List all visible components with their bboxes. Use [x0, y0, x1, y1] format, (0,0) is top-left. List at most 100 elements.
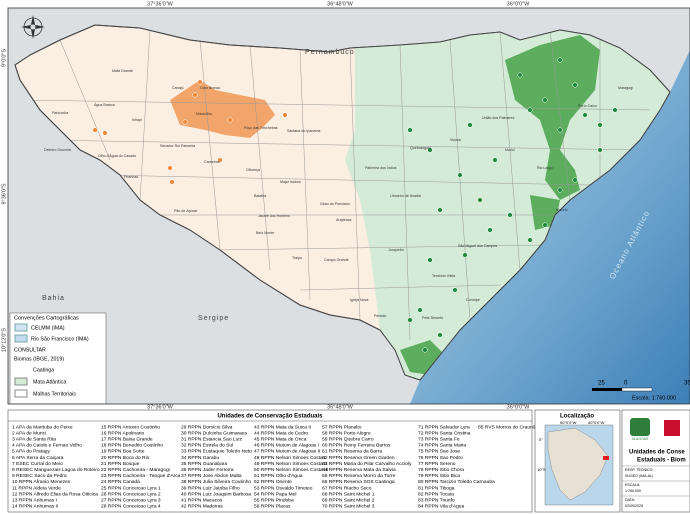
unit-entry: 30 RPPN Dulcinha Guimaraes	[181, 430, 248, 436]
pin	[422, 347, 428, 353]
pin	[527, 237, 533, 243]
municipal-boundaries	[19, 29, 651, 341]
scale-label: 0	[624, 381, 628, 387]
unit-entry: 58 RPPN Porto Alegre	[322, 430, 371, 436]
lon-label: 37°36'0"W	[147, 1, 173, 7]
units-table: Unidades de Conservação Estaduais 1 APA …	[7, 409, 536, 513]
boundary	[349, 47, 361, 321]
unit-entry: 1 APA da Marituba do Peixe	[12, 424, 73, 430]
municipality-label: Pariconha	[52, 111, 68, 115]
unit-entry: 49 RPPN Nelson Simoes Costa II	[254, 461, 327, 467]
pin	[217, 157, 223, 163]
municipality-label: Girau do Ponciano	[320, 202, 350, 206]
lat-label: 9°0'0"S	[1, 49, 7, 67]
unit-entry: 9 RESEC Saco da Pedra	[12, 473, 67, 479]
unit-entry: 32 RPPN Estrela do Sul	[181, 443, 233, 449]
unit-entry: 35 RPPN Guanabara	[181, 461, 227, 467]
unit-entry: 2 APA de Murici	[12, 430, 46, 436]
municipality-label: União dos Palmares	[482, 116, 515, 120]
pin	[542, 222, 548, 228]
municipality-label: Olho d'Água do Casado	[98, 154, 136, 158]
unit-entry: 26 RPPN Conceicao Lyra 2	[101, 491, 161, 497]
pin	[557, 127, 563, 133]
title: Estaduais - Biom	[637, 458, 686, 464]
municipality-label: Campo Grande	[324, 258, 349, 262]
legend-item: Rio São Francisco (IMA)	[31, 336, 89, 342]
pin	[227, 117, 233, 123]
pin	[572, 82, 578, 88]
unit-entry: 24 RPPN Canadá	[101, 479, 140, 485]
region-label: Sergipe	[198, 315, 229, 322]
unit-entry: 85 RVS Morros do Craunã	[478, 424, 536, 430]
unit-entry: 14 RPPN Anhumas II	[12, 504, 58, 510]
unit-entry: 62 RPPN Reserva Green Garden	[322, 455, 395, 461]
unit-entry: 76 RPPN Sao Pedro	[418, 455, 463, 461]
unit-entry: 69 RPPN Saint Michel 2	[322, 497, 375, 503]
legend-item: Mata Atlântica	[33, 379, 66, 385]
unit-entry: 47 RPPN Mutum de Alagoas II	[254, 449, 320, 455]
title: Unidades de Conse	[629, 450, 685, 456]
unit-entry: 8 RESEC Manguezais Lagoa do Roteiro	[12, 467, 100, 473]
unit-entry: 31 RPPN Estancia Sao Luiz	[181, 436, 242, 442]
title-block: ALAGOAS Unidades de Conse Estaduais - Bi…	[621, 409, 690, 513]
municipality-label: Arapiraca	[336, 218, 351, 222]
unit-entry: 66 RPPN Reserva SOS Caatinga	[322, 479, 395, 485]
pin	[407, 317, 413, 323]
municipality-label: Palmeira dos Índios	[365, 166, 397, 170]
scale-label: 35	[684, 381, 690, 387]
field-value: 1:760.000	[625, 489, 641, 493]
pin	[437, 332, 443, 338]
unit-entry: 56 RPPN Placas	[254, 504, 291, 510]
unit-entry: 27 RPPN Conceicao Lyra 3	[101, 497, 161, 503]
lat-label: 9°36'0"S	[1, 183, 7, 204]
municipality-label: Major Isidoro	[280, 180, 301, 184]
pin	[197, 79, 203, 85]
unit-entry: 65 RPPN Reserva Morro da Torre	[322, 473, 396, 479]
municipality-label: Ouro Branco	[200, 86, 220, 90]
unit-entry: 55 RPPN Pindoba	[254, 497, 294, 503]
unit-entry: 80 RPPN Tarcizio Toledo Carnauba	[418, 479, 495, 485]
unit-entry: 61 RPPN Reserva da Barra	[322, 449, 382, 455]
ocean	[410, 50, 690, 404]
unit-entry: 12 RPPN Alfredo Elias da Rosa Oiticica	[12, 491, 98, 497]
municipality-label: Mata Grande	[112, 69, 133, 73]
legend-item: Biomas (IBGE, 2019)	[14, 356, 64, 362]
pin	[427, 147, 433, 153]
unit-entry: 59 RPPN Quebra Carro	[322, 436, 374, 442]
boundary	[249, 44, 271, 271]
unit-entry: 16 RPPN Apolinario	[101, 430, 145, 436]
municipality-label: Água Branca	[94, 103, 115, 107]
lon-label: 36°48'0"W	[327, 1, 353, 7]
municipality-label: Viçosa	[450, 138, 461, 142]
pin	[542, 97, 548, 103]
municipality-label: Penedo	[374, 314, 386, 318]
legend-item: Malhas Territoriais	[33, 391, 76, 397]
scale-bar: 25 0 35 Escala: 1:760.000	[592, 381, 690, 401]
municipality-label: Belo Monte	[256, 231, 274, 235]
pin	[507, 212, 513, 218]
municipality-label: Limoeiro de Anadia	[390, 194, 421, 198]
unit-entry: 5 APA do Pratagy	[12, 449, 51, 455]
municipality-label: Teotônio Vilela	[432, 274, 455, 278]
unit-entry: 28 RPPN Conceicao Lyra 4	[101, 504, 161, 510]
boundary	[449, 39, 471, 321]
municipality-label: Pão de Açúcar	[174, 209, 198, 213]
scale-text: Escala: 1:760.000	[632, 395, 676, 401]
unit-entry: 41 RPPN Macacos	[181, 497, 223, 503]
unit-entry: 11 RPPN Aldeia Verde	[12, 485, 61, 491]
pin	[282, 112, 288, 118]
unit-entry: 34 RPPN Garabu	[181, 455, 219, 461]
unit-entry: 18 RPPN Benedito Coutinho	[101, 443, 163, 449]
field-label: RESP. TÉCNICO:	[625, 467, 653, 472]
location-coord: 40°0'0"W	[588, 420, 605, 425]
unit-entry: 71 RPPN Salvador Lyra	[418, 424, 470, 430]
unit-entry: 13 RPPN Anhumas I	[12, 497, 57, 503]
unit-entry: 19 RPPN Boa Sorte	[101, 449, 145, 455]
location-coord: 0°	[539, 437, 543, 442]
unit-entry: 75 RPPN Sao Jose	[418, 449, 460, 455]
field-label: DATA:	[625, 498, 635, 502]
municipality-label: Senador Rui Palmeira	[160, 144, 195, 148]
legend: Convenções Cartográficas CELMM (IMA) Rio…	[9, 312, 107, 404]
pin	[169, 179, 175, 185]
